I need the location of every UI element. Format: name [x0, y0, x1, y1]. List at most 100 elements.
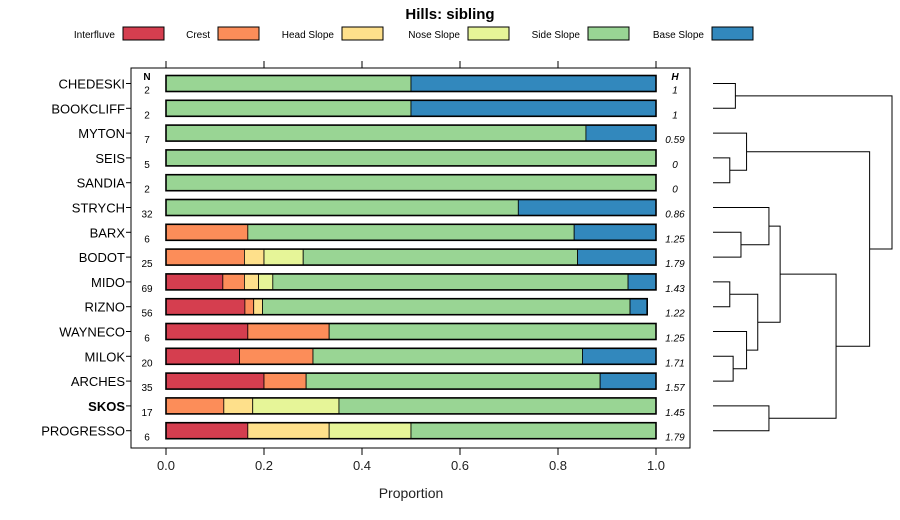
h-value-wayneco: 1.25: [665, 334, 685, 345]
legend-swatch-side-slope: [587, 26, 630, 41]
legend-swatch-base-slope: [711, 26, 754, 41]
bar-outline-barx: [165, 223, 657, 242]
bar-strych-base-slope: [517, 199, 657, 216]
h-value-seis: 0: [672, 160, 678, 171]
row-label-seis: SEIS: [95, 151, 125, 166]
h-value-arches: 1.57: [665, 383, 685, 394]
bar-outline-bookcliff: [165, 99, 657, 118]
bar-milok-crest: [239, 347, 314, 365]
legend-label-interfluve: Interfluve: [74, 30, 116, 41]
n-count-wayneco: 6: [144, 334, 150, 345]
dendrogram-link: [713, 405, 770, 432]
n-count-mido: 69: [141, 284, 153, 295]
bar-wayneco-crest: [247, 323, 330, 340]
bar-skos-head-slope: [223, 397, 254, 415]
legend: Interfluve Crest Head Slope Nose Slope Side …: [74, 26, 754, 41]
bar-rizno-head-slope: [253, 298, 263, 316]
bar-wayneco-side-slope: [328, 323, 657, 340]
legend-label-side-slope: Side Slope: [532, 30, 581, 41]
dendrogram-link: [713, 157, 731, 184]
bar-skos-crest: [165, 397, 225, 415]
bar-arches-crest: [263, 372, 307, 390]
x-tick-label: 1.0: [647, 458, 665, 473]
n-count-strych: 32: [141, 210, 153, 221]
bar-outline-mido: [165, 273, 657, 291]
n-count-rizno: 56: [141, 309, 153, 320]
row-label-skos: SKOS: [88, 399, 125, 414]
row-label-chedeski: CHEDESKI: [59, 77, 125, 92]
h-value-strych: 0.86: [665, 210, 685, 221]
bar-progresso-side-slope: [410, 422, 657, 440]
h-value-progresso: 1.79: [665, 433, 685, 444]
bar-chedeski-base-slope: [410, 75, 657, 92]
bar-rizno-crest: [244, 298, 255, 316]
bar-rizno-interfluve: [165, 298, 246, 316]
bar-outline-arches: [165, 372, 657, 390]
legend-label-crest: Crest: [186, 30, 210, 41]
bar-myton-base-slope: [585, 124, 657, 142]
x-axis: 0.0 0.2 0.4 0.6 0.8 1.0: [157, 61, 665, 473]
x-axis-label: Proportion: [379, 485, 444, 501]
bar-mido-side-slope: [272, 273, 629, 291]
legend-label-base-slope: Base Slope: [653, 30, 705, 41]
h-value-bookcliff: 1: [672, 110, 678, 121]
dendrogram-link: [735, 95, 893, 250]
bar-milok-interfluve: [165, 347, 240, 365]
h-value-sandia: 0: [672, 185, 678, 196]
bar-bodot-head-slope: [243, 248, 265, 266]
n-count-milok: 20: [141, 358, 153, 369]
bar-outline-strych: [165, 198, 657, 217]
bar-bookcliff-base-slope: [410, 99, 657, 117]
n-header: N: [143, 72, 150, 83]
legend-swatch-interfluve: [122, 26, 165, 41]
bar-outline-wayneco: [165, 322, 657, 341]
n-count-skos: 17: [141, 408, 153, 419]
n-count-bodot: 25: [141, 259, 153, 270]
x-tick-label: 0.6: [451, 458, 469, 473]
row-label-bodot: BODOT: [79, 250, 125, 265]
bar-skos-nose-slope: [252, 397, 340, 415]
bar-milok-base-slope: [582, 347, 657, 365]
h-value-chedeski: 1: [672, 86, 678, 97]
n-count-barx: 6: [144, 234, 150, 245]
bar-outline-skos: [165, 397, 657, 415]
row-label-strych: STRYCH: [72, 201, 125, 216]
x-tick-label: 0.0: [157, 458, 175, 473]
x-tick-label: 0.4: [353, 458, 371, 473]
bar-skos-side-slope: [338, 397, 657, 415]
bar-milok-side-slope: [312, 347, 583, 365]
bar-sandia-side-slope: [165, 174, 657, 192]
bar-bodot-nose-slope: [263, 248, 304, 266]
bar-outline-seis: [165, 149, 657, 167]
row-label-rizno: RIZNO: [85, 300, 125, 315]
dendrogram-link: [713, 281, 731, 308]
legend-swatch-nose-slope: [467, 26, 510, 41]
bar-rizno-base-slope: [629, 298, 648, 316]
bar-bookcliff-side-slope: [165, 99, 412, 117]
n-count-sandia: 2: [144, 185, 150, 196]
bar-arches-interfluve: [165, 372, 265, 390]
bar-strych-side-slope: [165, 199, 519, 216]
n-count-arches: 35: [141, 383, 153, 394]
x-tick-label: 0.2: [255, 458, 273, 473]
dendrogram-link: [713, 231, 742, 258]
row-label-myton: MYTON: [78, 126, 125, 141]
bar-mido-nose-slope: [258, 273, 274, 291]
h-value-barx: 1.25: [665, 234, 685, 245]
bar-bodot-crest: [165, 248, 245, 266]
row-label-barx: BARX: [90, 225, 126, 240]
h-value-mido: 1.43: [665, 284, 685, 295]
bar-outline-milok: [165, 347, 657, 366]
bar-outline-rizno: [165, 297, 648, 316]
bar-progresso-head-slope: [247, 422, 330, 440]
bar-bodot-side-slope: [302, 248, 579, 266]
n-count-bookcliff: 2: [144, 110, 150, 121]
bar-mido-head-slope: [243, 273, 260, 291]
row-label-mido: MIDO: [91, 275, 125, 290]
bar-rizno-side-slope: [262, 298, 631, 316]
n-count-seis: 5: [144, 160, 150, 171]
bar-arches-side-slope: [305, 372, 601, 390]
bar-mido-base-slope: [627, 273, 657, 291]
chart-title: Hills: sibling: [405, 6, 494, 23]
h-value-skos: 1.45: [665, 408, 685, 419]
